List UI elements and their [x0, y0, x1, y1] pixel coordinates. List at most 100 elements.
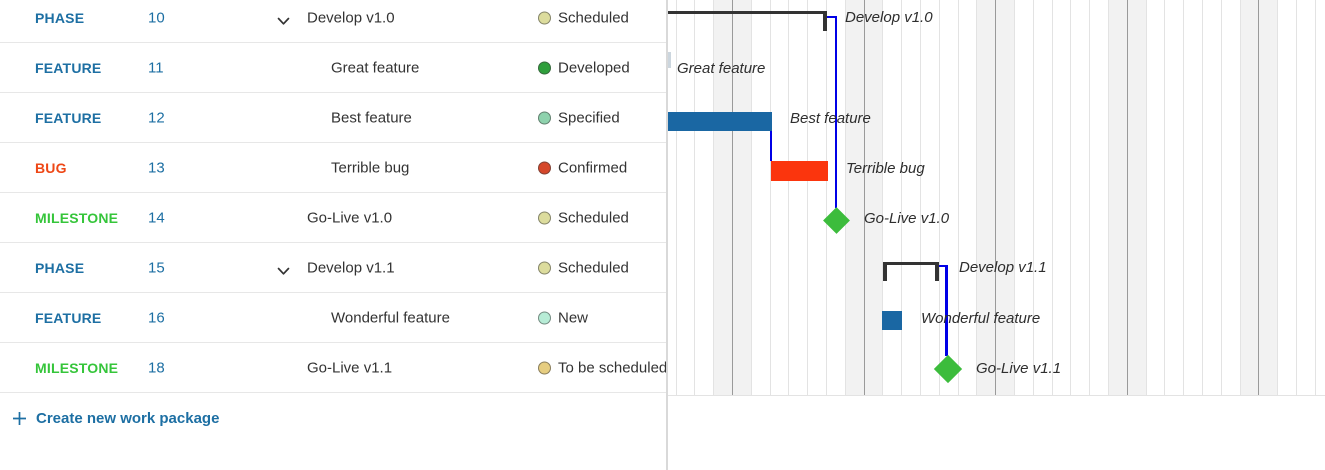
gantt-day-column: [1015, 0, 1034, 395]
gantt-day-column: [771, 0, 790, 395]
gantt-day-column: [827, 0, 846, 395]
table-row[interactable]: MILESTONE 18 Go-Live v1.1 To be schedule…: [0, 343, 666, 393]
chevron-down-icon[interactable]: [277, 263, 291, 275]
gantt-grid: [668, 0, 1325, 396]
work-package-id[interactable]: 15: [148, 259, 165, 276]
gantt-day-column: [864, 0, 884, 395]
gantt-day-column: [1053, 0, 1072, 395]
gantt-day-column: [1165, 0, 1185, 395]
status-label: New: [558, 309, 589, 326]
plus-icon: [12, 411, 27, 426]
status-cell[interactable]: Specified: [538, 109, 620, 126]
gantt-day-column: [921, 0, 940, 395]
gantt-day-column: [1071, 0, 1091, 395]
work-package-id[interactable]: 18: [148, 359, 165, 376]
status-label: Confirmed: [558, 159, 628, 176]
gantt-day-column: [1127, 0, 1147, 395]
status-label: Scheduled: [558, 9, 629, 26]
gantt-day-column: [668, 0, 677, 395]
table-row[interactable]: MILESTONE 14 Go-Live v1.0 Scheduled: [0, 193, 666, 243]
status-label: Scheduled: [558, 259, 629, 276]
status-cell[interactable]: New: [538, 309, 588, 326]
subject-label[interactable]: Develop v1.1: [307, 259, 395, 276]
gantt-bar-label: Wonderful feature: [921, 310, 1041, 327]
status-cell[interactable]: Scheduled: [538, 209, 629, 226]
subject-label[interactable]: Develop v1.0: [307, 9, 395, 26]
status-dot-icon: [538, 211, 551, 224]
relation-line: [770, 131, 772, 161]
status-cell[interactable]: Developed: [538, 59, 630, 76]
gantt-phase-tick: [823, 11, 827, 31]
gantt-bar[interactable]: [771, 161, 828, 181]
status-cell[interactable]: Scheduled: [538, 9, 629, 26]
subject-label[interactable]: Great feature: [331, 59, 420, 76]
status-cell[interactable]: To be scheduled: [538, 359, 666, 376]
table-row[interactable]: FEATURE 12 Best feature Specified: [0, 93, 666, 143]
gantt-day-column: [977, 0, 997, 395]
gantt-day-column: [695, 0, 715, 395]
relation-line: [827, 16, 837, 18]
create-work-package-label: Create new work package: [36, 409, 220, 427]
type-label[interactable]: FEATURE: [35, 59, 102, 76]
gantt-day-column: [733, 0, 752, 395]
subject-label[interactable]: Terrible bug: [331, 159, 410, 176]
status-cell[interactable]: Scheduled: [538, 259, 629, 276]
table-row[interactable]: FEATURE 16 Wonderful feature New: [0, 293, 666, 343]
gantt-day-column: [1034, 0, 1053, 395]
status-label: Scheduled: [558, 209, 629, 226]
gantt-bar[interactable]: [668, 112, 772, 131]
type-label[interactable]: FEATURE: [35, 309, 102, 326]
gantt-phase-bar[interactable]: [883, 262, 939, 265]
subject-label[interactable]: Go-Live v1.1: [307, 359, 393, 376]
gantt-phase-bar[interactable]: [668, 11, 827, 14]
status-dot-icon: [538, 311, 551, 324]
type-label[interactable]: MILESTONE: [35, 209, 119, 226]
work-package-id[interactable]: 10: [148, 9, 165, 26]
type-label[interactable]: BUG: [35, 159, 67, 176]
gantt-day-column: [940, 0, 959, 395]
work-package-id[interactable]: 14: [148, 209, 165, 226]
gantt-day-column: [1203, 0, 1222, 395]
table-row[interactable]: PHASE 10 Develop v1.0 Scheduled: [0, 0, 666, 43]
gantt-day-column: [1278, 0, 1297, 395]
gantt-bar-label: Terrible bug: [846, 160, 925, 177]
gantt-day-column: [1109, 0, 1128, 395]
create-work-package-button[interactable]: Create new work package: [0, 393, 666, 443]
gantt-day-column: [1222, 0, 1241, 395]
panel-resize-divider[interactable]: [666, 0, 668, 470]
work-package-id[interactable]: 13: [148, 159, 165, 176]
work-package-table: PHASE 10 Develop v1.0 Scheduled FEATURE …: [0, 0, 666, 443]
gantt-bar-label: Go-Live v1.1: [976, 360, 1062, 377]
status-cell[interactable]: Confirmed: [538, 159, 627, 176]
subject-label[interactable]: Go-Live v1.0: [307, 209, 393, 226]
type-label[interactable]: PHASE: [35, 9, 85, 26]
gantt-day-column: [714, 0, 733, 395]
gantt-day-column: [808, 0, 827, 395]
status-dot-icon: [538, 161, 551, 174]
relation-line: [835, 16, 837, 208]
gantt-day-column: [789, 0, 809, 395]
gantt-day-column: [845, 0, 865, 395]
table-row[interactable]: FEATURE 11 Great feature Developed: [0, 43, 666, 93]
gantt-day-column: [959, 0, 978, 395]
subject-label[interactable]: Wonderful feature: [331, 309, 450, 326]
type-label[interactable]: PHASE: [35, 259, 85, 276]
work-package-id[interactable]: 11: [148, 59, 164, 76]
type-label[interactable]: MILESTONE: [35, 359, 119, 376]
type-label[interactable]: FEATURE: [35, 109, 102, 126]
gantt-day-column: [1184, 0, 1203, 395]
work-package-id[interactable]: 16: [148, 309, 165, 326]
gantt-bar-label: Go-Live v1.0: [864, 210, 950, 227]
chevron-down-icon[interactable]: [277, 13, 291, 25]
work-package-id[interactable]: 12: [148, 109, 165, 126]
gantt-day-column: [1259, 0, 1279, 395]
table-row[interactable]: BUG 13 Terrible bug Confirmed: [0, 143, 666, 193]
work-package-rows: PHASE 10 Develop v1.0 Scheduled FEATURE …: [0, 0, 666, 393]
gantt-bar[interactable]: [882, 311, 902, 330]
table-row[interactable]: PHASE 15 Develop v1.1 Scheduled: [0, 243, 666, 293]
status-dot-icon: [538, 111, 551, 124]
subject-label[interactable]: Best feature: [331, 109, 412, 126]
gantt-bar-label: Develop v1.0: [845, 9, 933, 26]
gantt-chart: Develop v1.0 Great feature Best feature Ter…: [668, 0, 1325, 470]
